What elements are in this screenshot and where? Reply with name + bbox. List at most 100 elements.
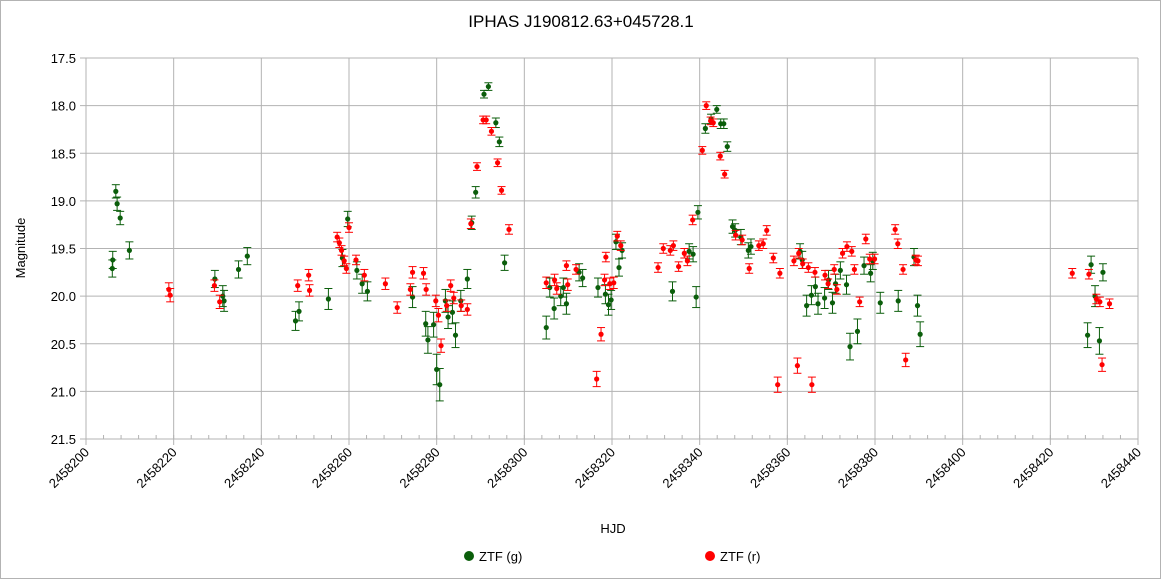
data-point <box>493 158 502 168</box>
point-marker <box>244 253 250 259</box>
point-marker <box>745 247 751 254</box>
data-point <box>431 294 440 308</box>
data-point <box>1095 327 1104 355</box>
point-marker <box>777 270 783 276</box>
data-point <box>295 301 304 322</box>
data-point <box>463 303 472 316</box>
data-point <box>836 261 845 280</box>
point-marker <box>563 263 570 269</box>
legend-label-g: ZTF (g) <box>479 549 522 564</box>
point-marker <box>595 284 601 291</box>
point-marker <box>438 343 444 349</box>
tick-labels: 17.518.018.519.019.520.020.521.021.52458… <box>46 51 1144 491</box>
point-marker <box>580 275 586 281</box>
data-point <box>702 101 711 110</box>
point-marker <box>800 261 806 267</box>
data-point <box>616 240 625 251</box>
data-point <box>343 210 352 228</box>
grid <box>85 57 1139 445</box>
data-point <box>846 332 855 361</box>
point-marker <box>684 258 690 264</box>
point-marker <box>900 266 906 273</box>
point-marker <box>861 263 867 269</box>
point-marker <box>464 306 470 313</box>
point-marker <box>473 189 479 195</box>
data-point <box>876 291 885 314</box>
point-marker <box>796 250 802 256</box>
data-point <box>720 169 729 179</box>
point-marker <box>338 247 345 254</box>
point-marker <box>915 258 921 264</box>
data-point <box>111 184 120 199</box>
point-marker <box>364 288 371 294</box>
data-point <box>891 224 900 235</box>
point-marker <box>903 357 909 363</box>
point-marker <box>686 248 692 254</box>
point-marker <box>843 282 850 288</box>
point-marker <box>695 209 701 215</box>
data-point <box>789 255 798 267</box>
data-point <box>406 283 415 296</box>
data-point <box>423 326 432 354</box>
data-point <box>913 255 922 267</box>
data-point <box>572 264 581 275</box>
data-point <box>304 268 313 282</box>
data-point <box>894 289 903 312</box>
point-marker <box>748 243 754 250</box>
x-tick-label: 2458280 <box>396 445 442 491</box>
point-marker <box>655 264 661 271</box>
data-point <box>504 224 513 235</box>
data-point <box>615 258 624 277</box>
data-point <box>901 352 910 368</box>
data-point <box>798 258 807 270</box>
data-point <box>451 322 460 349</box>
data-point <box>775 268 784 279</box>
data-point <box>472 162 481 171</box>
point-marker <box>693 294 699 300</box>
data-point <box>495 136 504 148</box>
point-marker <box>857 299 863 305</box>
x-tick-label: 2458300 <box>484 445 530 491</box>
point-marker <box>464 276 470 282</box>
point-marker <box>1097 299 1103 305</box>
point-marker <box>809 382 815 388</box>
point-marker <box>296 308 302 314</box>
point-marker <box>452 332 459 338</box>
point-marker <box>794 363 801 369</box>
point-marker <box>1100 269 1106 275</box>
point-marker <box>543 324 549 331</box>
point-marker <box>425 337 431 343</box>
point-marker <box>611 280 617 286</box>
data-point <box>738 234 747 246</box>
data-point <box>810 267 819 278</box>
data-point <box>893 238 902 249</box>
point-marker <box>346 224 352 231</box>
data-point <box>1098 357 1107 372</box>
point-marker <box>114 201 120 207</box>
point-marker <box>551 277 558 283</box>
point-marker <box>325 296 331 302</box>
data-point <box>693 205 702 220</box>
point-marker <box>868 270 874 276</box>
point-marker <box>699 147 705 153</box>
y-tick-label: 20.5 <box>51 337 76 352</box>
data-point <box>824 278 833 290</box>
data-point <box>850 264 859 275</box>
point-marker <box>444 303 450 309</box>
y-tick-label: 20.0 <box>51 289 76 304</box>
data-point <box>870 253 879 265</box>
point-marker <box>834 286 840 293</box>
data-point <box>773 376 782 393</box>
data-point <box>457 299 466 312</box>
point-marker <box>717 153 723 159</box>
point-marker <box>483 117 489 123</box>
data-point <box>578 268 587 288</box>
data-point <box>360 268 369 282</box>
point-marker <box>543 280 549 286</box>
data-point <box>802 294 811 317</box>
point-marker <box>117 215 123 221</box>
point-marker <box>895 298 901 304</box>
point-marker <box>832 281 839 287</box>
data-point <box>562 260 571 271</box>
data-point <box>437 338 446 353</box>
